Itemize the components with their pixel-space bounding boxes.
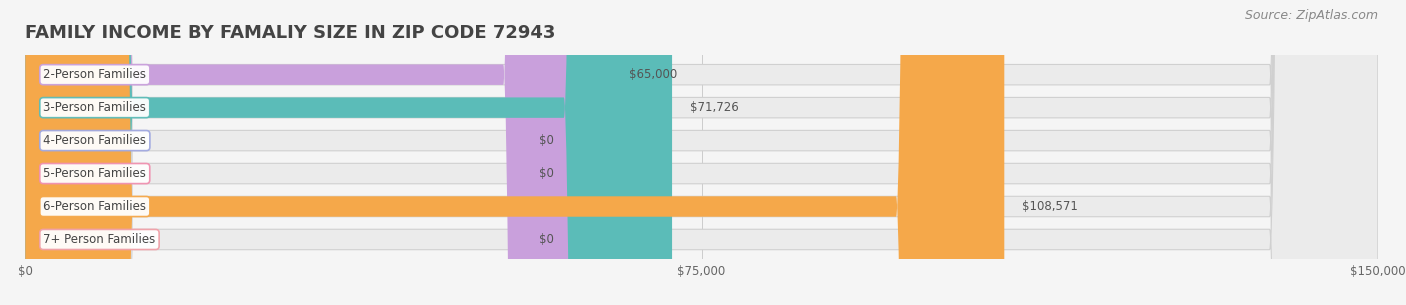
FancyBboxPatch shape — [25, 0, 1004, 305]
Text: 3-Person Families: 3-Person Families — [44, 101, 146, 114]
Text: $0: $0 — [540, 167, 554, 180]
FancyBboxPatch shape — [25, 0, 1378, 305]
Text: 4-Person Families: 4-Person Families — [44, 134, 146, 147]
Text: $0: $0 — [540, 233, 554, 246]
FancyBboxPatch shape — [25, 0, 1378, 305]
Text: FAMILY INCOME BY FAMALIY SIZE IN ZIP CODE 72943: FAMILY INCOME BY FAMALIY SIZE IN ZIP COD… — [25, 24, 555, 42]
FancyBboxPatch shape — [25, 0, 672, 305]
Text: 5-Person Families: 5-Person Families — [44, 167, 146, 180]
FancyBboxPatch shape — [25, 0, 1378, 305]
Text: 7+ Person Families: 7+ Person Families — [44, 233, 156, 246]
FancyBboxPatch shape — [25, 0, 612, 305]
FancyBboxPatch shape — [25, 0, 1378, 305]
Text: $108,571: $108,571 — [1022, 200, 1078, 213]
Text: $0: $0 — [540, 134, 554, 147]
FancyBboxPatch shape — [25, 0, 1378, 305]
Text: 2-Person Families: 2-Person Families — [44, 68, 146, 81]
Text: $71,726: $71,726 — [690, 101, 740, 114]
FancyBboxPatch shape — [25, 0, 1378, 305]
Text: $65,000: $65,000 — [630, 68, 678, 81]
Text: 6-Person Families: 6-Person Families — [44, 200, 146, 213]
Text: Source: ZipAtlas.com: Source: ZipAtlas.com — [1244, 9, 1378, 22]
